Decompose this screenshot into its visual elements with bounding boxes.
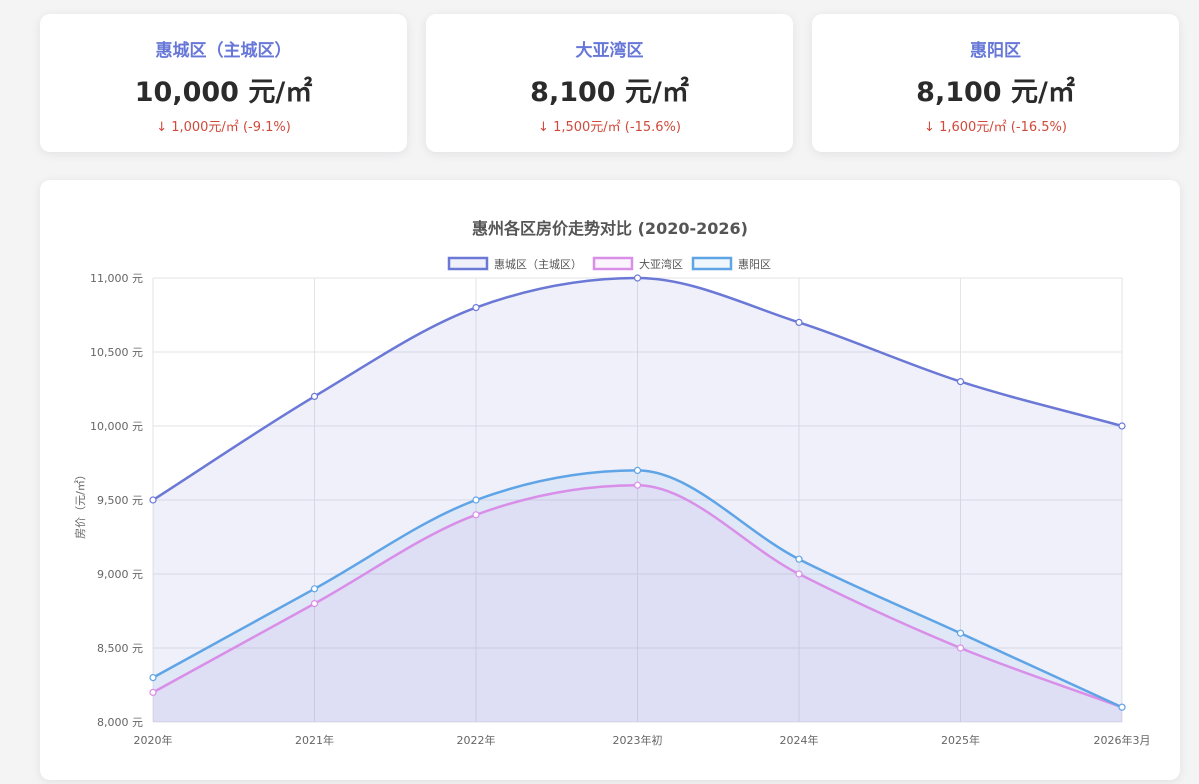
data-point[interactable] (795, 555, 803, 563)
card-price-change: ↓ 1,000元/㎡ (-9.1%) (156, 120, 291, 135)
data-point[interactable] (149, 496, 157, 504)
x-tick-label: 2025年 (941, 733, 980, 747)
card-price: 10,000 元/㎡ (134, 77, 313, 108)
legend-label: 惠城区（主城区） (494, 257, 582, 271)
summary-cards: 惠城区（主城区） 10,000 元/㎡ ↓ 1,000元/㎡ (-9.1%) 大… (40, 14, 1180, 152)
legend-label: 惠阳区 (738, 257, 771, 271)
card-price: 8,100 元/㎡ (530, 77, 689, 108)
card-district-name: 惠阳区 (970, 41, 1021, 61)
data-point[interactable] (633, 481, 642, 489)
chart-title: 惠州各区房价走势对比 (2020-2026) (472, 219, 748, 238)
data-point[interactable] (795, 318, 803, 326)
data-point[interactable] (1118, 422, 1126, 430)
series-area-0 (153, 278, 1122, 722)
y-tick-label: 10,500 元 (90, 346, 143, 359)
y-tick-label: 10,000 元 (90, 420, 143, 433)
legend-swatch (691, 256, 733, 271)
chart-axis-labels: 8,000 元 8,500 元 9,000 元 9,500 元 10,000 元 10,5… (90, 272, 1151, 747)
data-point[interactable] (310, 585, 319, 593)
series-area-2 (153, 470, 1122, 722)
card-price: 8,100 元/㎡ (916, 77, 1075, 108)
y-tick-label: 9,500 元 (97, 494, 143, 507)
y-tick-label: 11,000 元 (90, 272, 143, 285)
data-point[interactable] (1118, 703, 1126, 711)
x-tick-label: 2021年 (295, 733, 334, 747)
data-point[interactable] (472, 511, 480, 519)
data-point[interactable] (310, 600, 319, 608)
chart-areas (153, 278, 1122, 722)
data-point[interactable] (310, 392, 319, 400)
data-point[interactable] (956, 644, 965, 652)
card-huiyang: 惠阳区 8,100 元/㎡ ↓ 1,600元/㎡ (-16.5%) (812, 14, 1179, 152)
data-point[interactable] (956, 378, 965, 386)
chart-grid (152, 277, 1123, 723)
data-point[interactable] (149, 674, 157, 682)
y-axis-label: 房价（元/㎡） (74, 469, 87, 539)
data-point[interactable] (472, 303, 480, 312)
card-dayawan: 大亚湾区 8,100 元/㎡ ↓ 1,500元/㎡ (-15.6%) (426, 14, 793, 152)
card-huicheng: 惠城区（主城区） 10,000 元/㎡ ↓ 1,000元/㎡ (-9.1%) (40, 14, 407, 152)
x-tick-label: 2022年 (457, 733, 496, 747)
legend-item[interactable]: 惠城区（主城区） (447, 256, 582, 271)
data-point[interactable] (956, 629, 965, 637)
chart-legend[interactable]: 惠城区（主城区） 大亚湾区 惠阳区 (447, 256, 771, 271)
data-point[interactable] (633, 466, 642, 474)
x-tick-label: 2023年初 (613, 733, 663, 747)
legend-label: 大亚湾区 (639, 257, 683, 271)
y-tick-label: 8,000 元 (97, 716, 143, 729)
legend-item[interactable]: 惠阳区 (691, 256, 771, 271)
data-point[interactable] (472, 496, 480, 504)
x-tick-label: 2020年 (134, 733, 173, 747)
data-point[interactable] (795, 570, 803, 578)
y-tick-label: 9,000 元 (97, 568, 143, 581)
y-tick-label: 8,500 元 (97, 642, 143, 655)
chart-points (149, 274, 1126, 711)
card-district-name: 惠城区（主城区） (155, 41, 292, 61)
data-point[interactable] (633, 274, 642, 282)
card-district-name: 大亚湾区 (575, 41, 644, 61)
card-price-change: ↓ 1,500元/㎡ (-15.6%) (538, 120, 681, 135)
legend-swatch (592, 256, 634, 271)
legend-item[interactable]: 大亚湾区 (592, 256, 683, 271)
x-tick-label: 2026年3月 (1094, 733, 1151, 747)
price-trend-chart: 惠州各区房价走势对比 (2020-2026) 惠城区（主城区） 大亚湾区 惠阳区 8… (74, 219, 1151, 747)
series-area-1 (153, 485, 1122, 722)
chart-card: 惠州各区房价走势对比 (2020-2026) 惠城区（主城区） 大亚湾区 惠阳区 8… (40, 180, 1180, 780)
legend-swatch (447, 256, 489, 271)
x-tick-label: 2024年 (780, 733, 819, 747)
card-price-change: ↓ 1,600元/㎡ (-16.5%) (924, 120, 1067, 135)
data-point[interactable] (149, 688, 157, 697)
